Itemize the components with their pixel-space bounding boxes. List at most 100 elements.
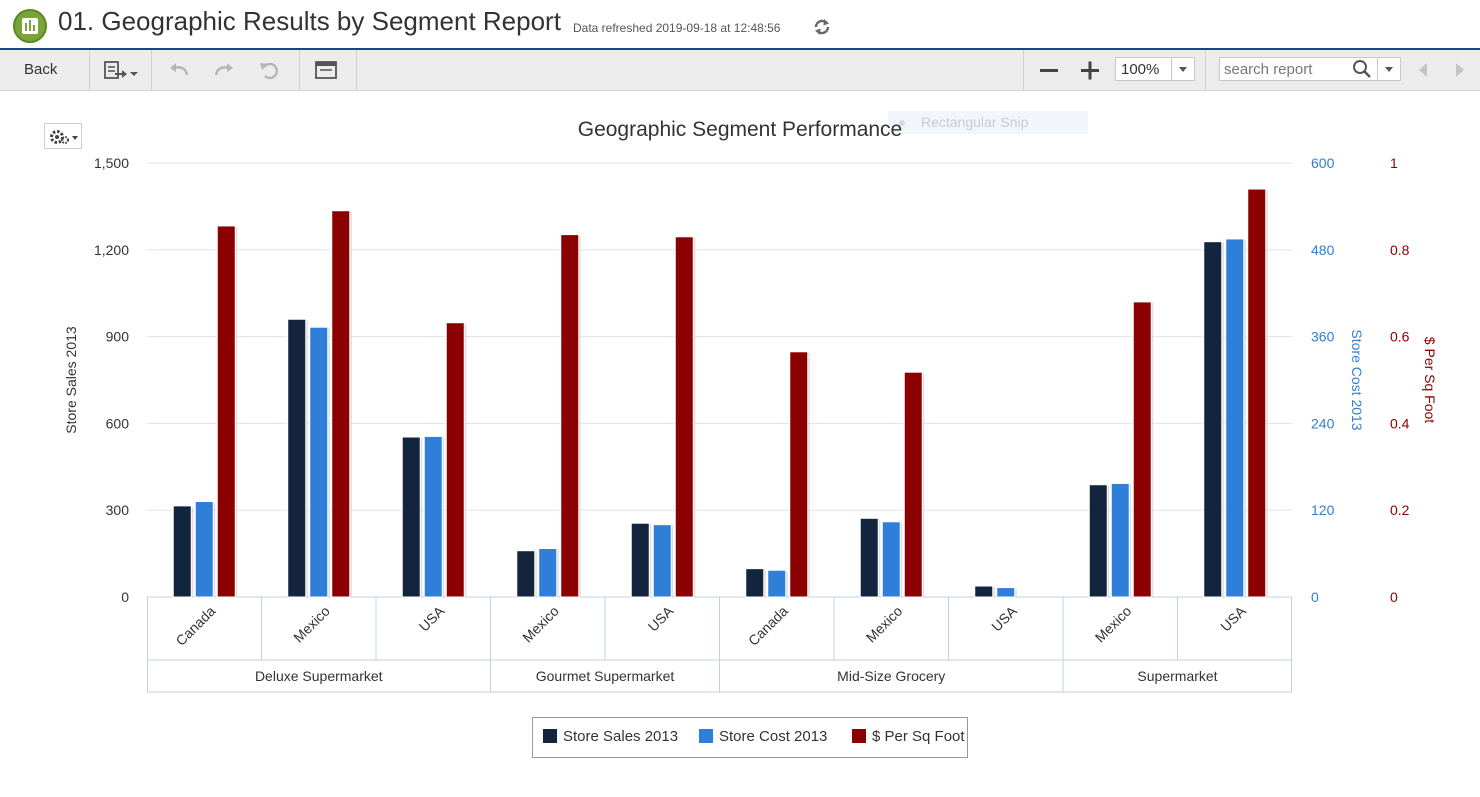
bar-shadow (769, 571, 788, 597)
bar-shadow (976, 587, 995, 597)
search-input[interactable] (1224, 60, 1348, 78)
left-axis-tick-label: 900 (106, 329, 130, 345)
toolbar-divider (1205, 50, 1206, 90)
bar (630, 522, 650, 598)
right-axis-tick-label-sqft: 0.2 (1390, 502, 1410, 518)
bar (881, 521, 901, 598)
category-label: Canada (172, 603, 218, 649)
bar-shadow (998, 588, 1017, 597)
next-arrow-icon[interactable] (1450, 59, 1470, 81)
refresh-icon[interactable] (811, 16, 833, 38)
bar (974, 585, 994, 598)
title-bar: 01. Geographic Results by Segment Report… (0, 0, 1480, 50)
bar-shadow (175, 506, 194, 597)
left-axis-tick-label: 300 (106, 502, 130, 518)
right-axis-tick-label-cost: 240 (1311, 415, 1335, 431)
bar (423, 435, 443, 598)
bar (767, 569, 787, 598)
bar (309, 326, 329, 598)
bar-shadow (1135, 302, 1154, 597)
right-axis-tick-label-sqft: 0.4 (1390, 415, 1410, 431)
left-axis-title: Store Sales 2013 (63, 326, 79, 434)
category-axis-box (147, 596, 1292, 693)
right-axis-tick-label-sqft: 0.8 (1390, 242, 1410, 258)
legend-label-cost: Store Cost 2013 (719, 728, 828, 745)
left-axis-tick-label: 600 (106, 415, 130, 431)
bar (1225, 238, 1245, 598)
search-field[interactable] (1219, 57, 1401, 81)
toolbar-divider (1023, 50, 1024, 90)
bar (194, 501, 214, 598)
bar-shadow (1113, 484, 1132, 597)
bar (516, 550, 536, 598)
bar (172, 505, 192, 598)
category-label: USA (416, 602, 448, 634)
bar (903, 371, 923, 598)
prev-arrow-icon[interactable] (1413, 59, 1433, 81)
bar-shadow (426, 437, 445, 597)
bar-shadow (311, 328, 330, 597)
bar (1088, 484, 1108, 598)
zoom-select[interactable]: 100% (1115, 57, 1195, 81)
bar-shadow (1091, 485, 1110, 597)
snip-icon (899, 120, 905, 126)
legend-label-sales: Store Sales 2013 (563, 728, 679, 745)
bar-shadow (655, 525, 674, 597)
bar-shadow (747, 569, 766, 597)
revert-icon[interactable] (257, 59, 281, 81)
plus-icon[interactable] (1079, 59, 1101, 81)
bar (674, 236, 694, 598)
bar (560, 234, 580, 598)
back-button[interactable]: Back (24, 61, 58, 78)
category-label: Mexico (863, 603, 906, 646)
bar-shadow (540, 549, 559, 597)
zoom-value: 100% (1121, 61, 1160, 78)
bar (652, 524, 672, 598)
page-title: 01. Geographic Results by Segment Report (58, 6, 561, 36)
category-label: Mexico (1092, 603, 1135, 646)
chart-settings-button[interactable] (44, 123, 82, 149)
bar-shadow (1249, 190, 1268, 598)
gear-icon (50, 130, 78, 144)
chevron-down-icon[interactable] (1377, 58, 1400, 80)
bar-shadow (1227, 239, 1246, 597)
group-label: Deluxe Supermarket (255, 668, 383, 684)
layout-icon[interactable] (314, 59, 338, 81)
bar-shadow (333, 211, 352, 598)
export-icon[interactable] (103, 59, 141, 81)
bar (216, 225, 236, 598)
group-label: Supermarket (1137, 668, 1217, 684)
report-app-icon (13, 9, 47, 43)
bar-shadow (404, 437, 423, 597)
group-label: Gourmet Supermarket (536, 668, 675, 684)
search-icon[interactable] (1351, 59, 1373, 79)
undo-icon[interactable] (167, 59, 191, 81)
legend-swatch-cost (699, 729, 713, 743)
chart-title: Geographic Segment Performance (577, 118, 903, 141)
redo-icon[interactable] (212, 59, 236, 81)
bar (1247, 188, 1267, 598)
bar-shadow (448, 323, 467, 597)
right-axis-tick-label-sqft: 0 (1390, 589, 1398, 605)
category-label: USA (988, 602, 1020, 634)
category-label: USA (645, 602, 677, 634)
right-axis-tick-label-cost: 0 (1311, 589, 1319, 605)
right-axis-tick-label-sqft: 0.6 (1390, 329, 1410, 345)
chevron-down-icon[interactable] (1171, 58, 1194, 80)
bar (996, 587, 1016, 598)
toolbar-divider (299, 50, 300, 90)
left-axis-tick-label: 1,200 (94, 242, 129, 258)
chart-legend: Store Sales 2013 Store Cost 2013 $ Per S… (532, 717, 968, 758)
bar (538, 548, 558, 598)
bar-shadow (884, 522, 903, 597)
legend-swatch-sales (543, 729, 557, 743)
toolbar-divider (356, 50, 357, 90)
bar (331, 210, 351, 598)
bar-shadow (791, 352, 810, 597)
bar (401, 436, 421, 598)
minus-icon[interactable] (1038, 59, 1060, 81)
bar-shadow (289, 320, 308, 597)
right-axis-tick-label-cost: 360 (1311, 329, 1335, 345)
bar (1110, 482, 1130, 598)
left-axis-tick-label: 1,500 (94, 155, 129, 171)
